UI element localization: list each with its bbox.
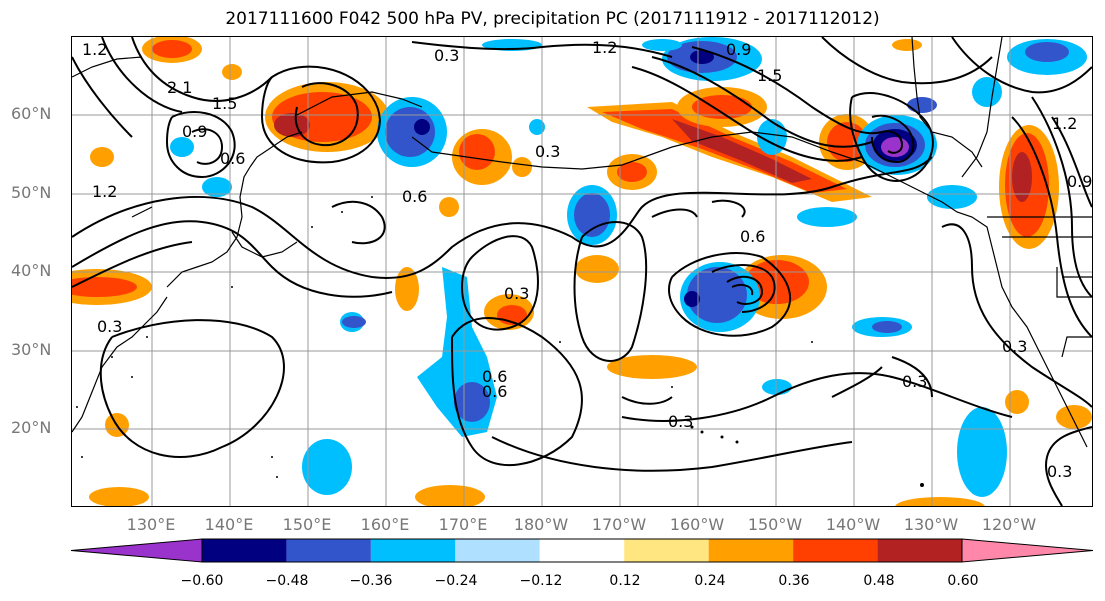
colorbar-tick-label: −0.36 — [349, 573, 393, 589]
colorbar-tick-label: 0.60 — [947, 573, 979, 589]
map-title: 2017111600 F042 500 hPa PV, precipitatio… — [225, 9, 880, 29]
lon-label: 150°E — [282, 515, 332, 534]
contour-label: 0.6 — [482, 382, 507, 401]
lon-label: 170°W — [591, 515, 647, 534]
colorbar-tick-label: 0.24 — [694, 573, 726, 589]
colorbar-tick-label: −0.24 — [434, 573, 478, 589]
lon-label: 160°E — [360, 515, 410, 534]
colorbar-cell — [539, 539, 625, 562]
lat-lon-grid — [72, 37, 1092, 506]
lon-label: 140°E — [204, 515, 254, 534]
lon-label: 130°E — [126, 515, 176, 534]
colorbar-cell — [793, 539, 878, 562]
lat-label-20n: 20°N — [11, 418, 52, 437]
colorbar-tick-label: 0.12 — [609, 573, 641, 589]
island-dots — [76, 196, 924, 487]
colorbar-tick-label: 0.48 — [863, 573, 895, 589]
colorbar — [70, 538, 1094, 563]
contour-label: 2.1 — [167, 78, 192, 97]
contour-label: 0.6 — [740, 227, 765, 246]
colorbar-tick-label: 0.36 — [778, 573, 810, 589]
colorbar-tick-label: −0.60 — [180, 573, 224, 589]
lon-label: 170°E — [438, 515, 488, 534]
contour-label: 1.5 — [212, 94, 237, 113]
colorbar-cell — [708, 539, 794, 562]
contour-label: 0.3 — [97, 317, 122, 336]
colorbar-cell — [202, 539, 287, 562]
colorbar-tick-label: −0.12 — [519, 573, 563, 589]
contour-label: 1.2 — [92, 182, 117, 201]
lat-label-50n: 50°N — [11, 183, 52, 202]
contour-label: 1.5 — [757, 66, 782, 85]
colorbar-cells — [70, 538, 1094, 563]
colorbar-cell — [624, 539, 709, 562]
contour-label: 0.9 — [1067, 172, 1092, 191]
map-panel: 1.2 0.3 1.2 0.9 1.5 2.1 1.5 0.9 0.6 0.3 … — [71, 36, 1093, 507]
contour-labels: 1.2 0.3 1.2 0.9 1.5 2.1 1.5 0.9 0.6 0.3 … — [82, 38, 1092, 481]
colorbar-extend-low — [70, 538, 203, 563]
colorbar-cell — [455, 539, 540, 562]
colorbar-tick-label: −0.48 — [265, 573, 309, 589]
contour-label: 0.3 — [504, 284, 529, 303]
contour-label: 1.2 — [592, 38, 617, 57]
lat-label-40n: 40°N — [11, 261, 52, 280]
coastlines — [72, 37, 1092, 448]
contour-label: 0.3 — [902, 372, 927, 391]
contour-label: 0.6 — [402, 187, 427, 206]
lon-label: 130°W — [903, 515, 959, 534]
lat-label-30n: 30°N — [11, 340, 52, 359]
colorbar-frame — [201, 538, 963, 563]
lon-label: 140°W — [825, 515, 881, 534]
contour-label: 1.2 — [1052, 114, 1077, 133]
lon-label: 150°W — [747, 515, 803, 534]
contour-label: 0.3 — [434, 46, 459, 65]
lon-label: 180°W — [513, 515, 569, 534]
contour-label: 0.3 — [668, 412, 693, 431]
contour-label: 0.9 — [182, 122, 207, 141]
lat-label-60n: 60°N — [11, 104, 52, 123]
contour-label: 0.6 — [220, 149, 245, 168]
lon-label: 160°W — [669, 515, 725, 534]
colorbar-cell — [877, 539, 962, 562]
contour-label: 0.3 — [535, 142, 560, 161]
contour-label: 0.3 — [1002, 337, 1027, 356]
contour-label: 1.2 — [82, 40, 107, 59]
contour-label: 0.6 — [482, 367, 507, 386]
contour-label: 0.9 — [726, 40, 751, 59]
lon-label: 120°W — [981, 515, 1037, 534]
contour-label: 0.3 — [1047, 462, 1072, 481]
colorbar-cell — [370, 539, 456, 562]
map-canvas: 1.2 0.3 1.2 0.9 1.5 2.1 1.5 0.9 0.6 0.3 … — [72, 37, 1092, 506]
colorbar-cell — [286, 539, 371, 562]
pv-contours — [72, 37, 1092, 506]
colorbar-extend-high — [961, 538, 1094, 563]
